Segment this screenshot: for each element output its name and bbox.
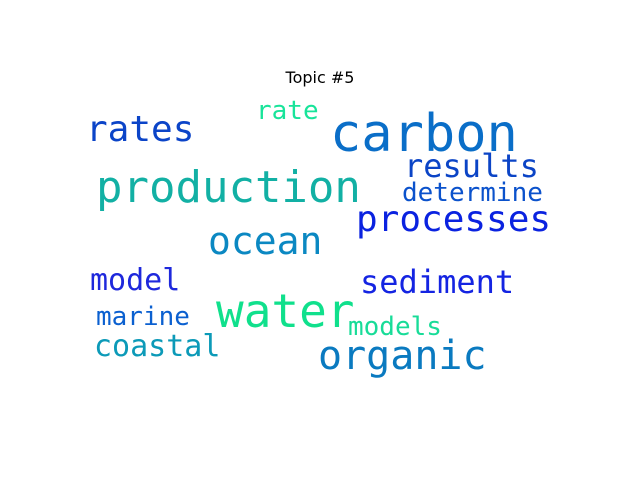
word-rates: rates: [86, 109, 195, 150]
word-cloud: carbon production water organic processes oce…: [80, 94, 560, 384]
word-carbon: carbon: [330, 104, 518, 164]
chart-title: Topic #5: [285, 68, 355, 87]
word-marine: marine: [96, 302, 190, 332]
word-ocean: ocean: [208, 219, 323, 263]
word-determine: determine: [402, 178, 543, 208]
word-sediment: sediment: [360, 263, 515, 301]
word-results: results: [404, 147, 539, 185]
word-model: model: [90, 263, 181, 298]
word-processes: processes: [356, 199, 552, 240]
word-rate: rate: [256, 96, 319, 126]
word-organic: organic: [318, 333, 487, 379]
word-water: water: [216, 284, 355, 338]
word-production: production: [96, 162, 361, 213]
word-models: models: [348, 312, 442, 342]
word-coastal: coastal: [94, 329, 221, 364]
